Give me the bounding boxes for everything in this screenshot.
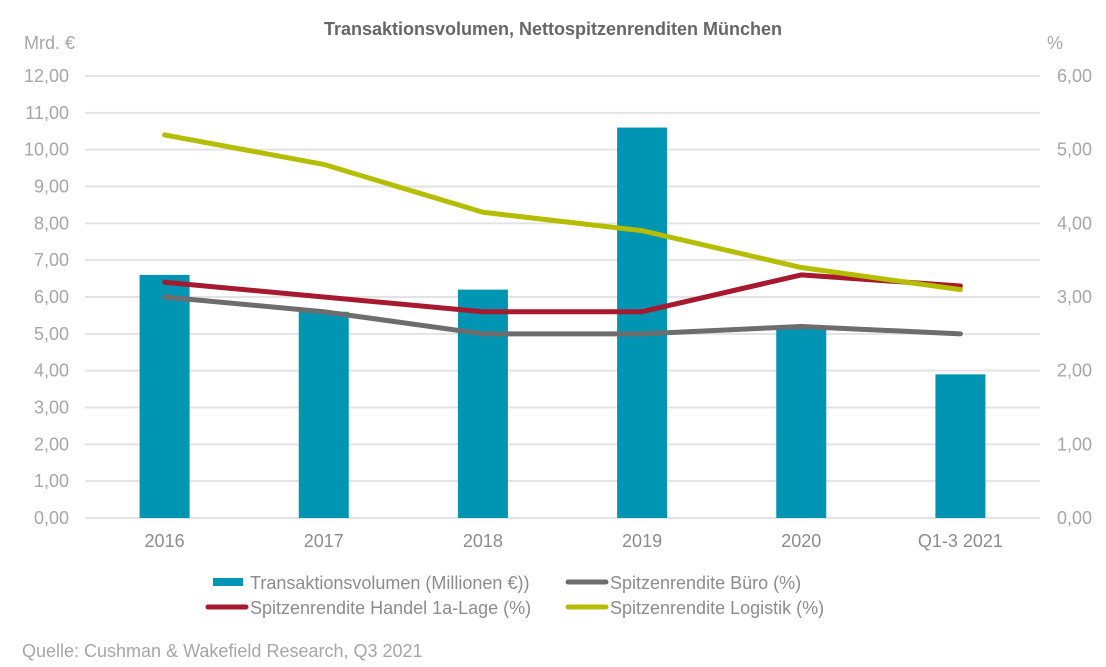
lines	[162, 132, 963, 337]
left-axis-ticks: 0,00 1,00 2,00 3,00 4,00 5,00 6,00 7,00 8,00 9,00…	[24, 66, 69, 528]
legend-item: Spitzenrendite Logistik (%)	[565, 598, 824, 618]
bar-2017	[298, 311, 349, 518]
right-tick-label: 3,00	[1057, 287, 1092, 307]
legend-item: Spitzenrendite Handel 1a-Lage (%)	[205, 598, 531, 618]
left-tick-label: 4,00	[34, 361, 69, 381]
legend-label: Spitzenrendite Büro (%)	[610, 573, 801, 593]
bar-q1-3-2021	[935, 374, 986, 518]
category-label: 2017	[304, 531, 344, 551]
bar-2016	[139, 274, 190, 518]
category-label: Q1-3 2021	[918, 531, 1003, 551]
legend: Transaktionsvolumen (Millionen €)) Spitze…	[205, 573, 824, 618]
right-tick-label: 1,00	[1057, 434, 1092, 454]
category-label: 2020	[781, 531, 821, 551]
category-label: 2018	[463, 531, 503, 551]
left-tick-label: 12,00	[24, 66, 69, 86]
left-tick-label: 10,00	[24, 140, 69, 160]
left-axis-label: Mrd. €	[24, 33, 75, 53]
left-tick-label: 8,00	[34, 213, 69, 233]
legend-label: Spitzenrendite Logistik (%)	[610, 598, 824, 618]
right-axis-label: %	[1047, 33, 1063, 53]
line-series-2	[162, 272, 963, 315]
legend-swatch	[213, 578, 243, 586]
left-tick-label: 11,00	[25, 103, 69, 123]
right-tick-label: 4,00	[1057, 213, 1092, 233]
line-series-1	[162, 294, 963, 337]
left-tick-label: 6,00	[34, 287, 69, 307]
right-tick-label: 0,00	[1057, 508, 1092, 528]
legend-item: Spitzenrendite Büro (%)	[565, 573, 801, 593]
right-axis-ticks: 0,00 1,00 2,00 3,00 4,00 5,00 6,00	[1057, 66, 1092, 528]
bar-2019	[617, 127, 668, 519]
line-series-3	[162, 132, 963, 293]
gridlines	[85, 75, 1040, 519]
category-labels: 2016 2017 2018 2019 2020 Q1-3 2021	[145, 531, 1003, 551]
chart-title: Transaktionsvolumen, Nettospitzenrendite…	[324, 19, 782, 39]
right-tick-label: 6,00	[1057, 66, 1092, 86]
category-label: 2016	[145, 531, 185, 551]
left-tick-label: 1,00	[34, 471, 69, 491]
bars	[139, 127, 986, 519]
left-tick-label: 0,00	[34, 508, 69, 528]
right-tick-label: 5,00	[1057, 140, 1092, 160]
left-tick-label: 7,00	[34, 250, 69, 270]
bar-2020	[776, 326, 827, 518]
legend-label: Spitzenrendite Handel 1a-Lage (%)	[250, 598, 531, 618]
left-tick-label: 5,00	[34, 324, 69, 344]
legend-item: Transaktionsvolumen (Millionen €))	[213, 573, 529, 593]
left-tick-label: 2,00	[34, 434, 69, 454]
left-tick-label: 3,00	[34, 398, 69, 418]
bar-2018	[457, 289, 508, 518]
source-note: Quelle: Cushman & Wakefield Research, Q3…	[22, 641, 423, 661]
left-tick-label: 9,00	[34, 177, 69, 197]
category-label: 2019	[622, 531, 662, 551]
legend-label: Transaktionsvolumen (Millionen €))	[250, 573, 529, 593]
right-tick-label: 2,00	[1057, 361, 1092, 381]
